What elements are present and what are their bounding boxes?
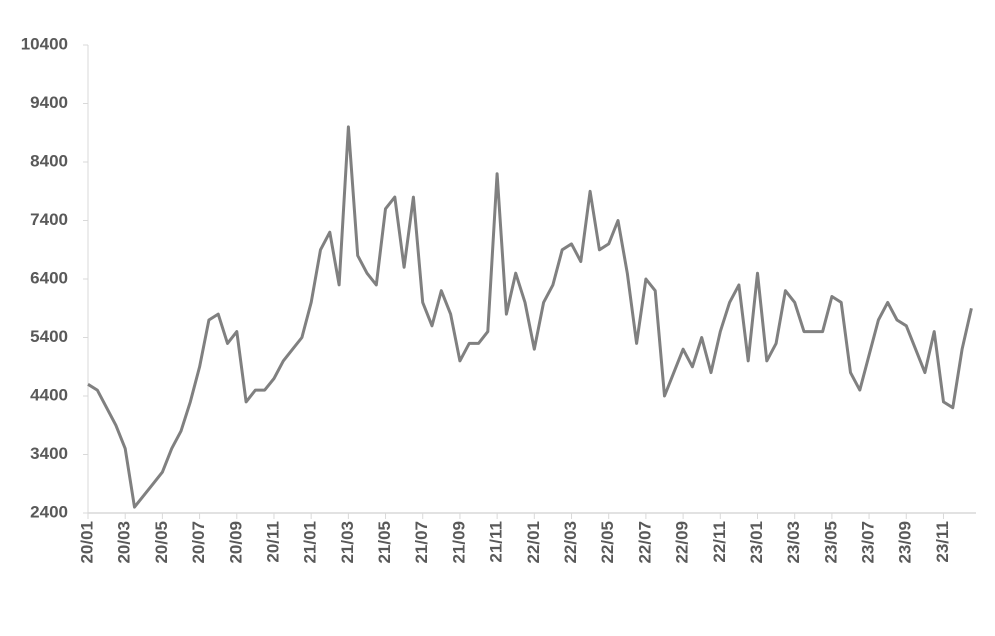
y-tick-label: 7400 xyxy=(30,210,68,229)
y-tick-label: 5400 xyxy=(30,327,68,346)
x-tick-label: 20/01 xyxy=(77,521,96,564)
x-tick-label: 23/07 xyxy=(859,521,878,564)
y-tick-label: 10400 xyxy=(21,34,68,53)
x-tick-label: 23/11 xyxy=(933,521,952,563)
x-tick-label: 22/09 xyxy=(673,521,692,564)
x-tick-label: 21/11 xyxy=(487,521,506,563)
x-tick-label: 20/09 xyxy=(226,521,245,564)
x-tick-label: 20/03 xyxy=(115,521,134,564)
y-tick-label: 4400 xyxy=(30,385,68,404)
y-tick-label: 9400 xyxy=(30,93,68,112)
x-tick-label: 21/01 xyxy=(301,521,320,564)
x-tick-label: 20/11 xyxy=(263,521,282,563)
x-tick-label: 20/07 xyxy=(189,521,208,564)
y-tick-label: 6400 xyxy=(30,268,68,287)
x-tick-label: 21/07 xyxy=(412,521,431,564)
x-tick-label: 21/05 xyxy=(375,521,394,564)
y-tick-label: 8400 xyxy=(30,151,68,170)
x-tick-label: 22/05 xyxy=(598,521,617,564)
x-tick-label: 22/07 xyxy=(635,521,654,564)
line-series xyxy=(87,125,973,509)
x-tick-label: 22/01 xyxy=(524,521,543,564)
x-tick-label: 23/05 xyxy=(821,521,840,564)
x-tick-label: 21/03 xyxy=(338,521,357,564)
x-tick-label: 20/05 xyxy=(152,521,171,564)
x-tick-label: 22/03 xyxy=(561,521,580,564)
y-tick-label: 2400 xyxy=(30,502,68,521)
x-tick-label: 21/09 xyxy=(449,521,468,564)
y-tick-label: 3400 xyxy=(30,444,68,463)
x-tick-label: 22/11 xyxy=(710,521,729,563)
x-tick-label: 23/03 xyxy=(784,521,803,564)
x-tick-label: 23/09 xyxy=(896,521,915,564)
x-tick-label: 23/01 xyxy=(747,521,766,564)
